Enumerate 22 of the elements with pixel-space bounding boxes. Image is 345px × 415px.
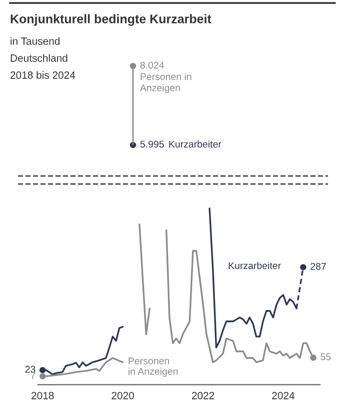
point <box>39 373 46 380</box>
data-label: 7 <box>30 372 36 379</box>
data-label: 23 <box>25 366 36 373</box>
text: Konjunkturell bedingte Kurzarbeit <box>10 14 212 26</box>
text: 2018 bis 2024 <box>10 71 76 79</box>
legend-label: Personen in Anzeigen <box>140 72 192 94</box>
data-label: 287 <box>310 262 326 270</box>
text: Deutschland <box>10 54 68 62</box>
point <box>310 354 316 361</box>
x-tick-label: 2024 <box>272 392 294 400</box>
annotation: Personen in Anzeigen <box>128 358 178 377</box>
data-label: 55 <box>320 353 331 360</box>
x-tick-label: 2022 <box>192 392 214 400</box>
annotation: Kurzarbeiter <box>228 262 281 270</box>
text: in Tausend <box>10 37 60 45</box>
x-tick-label: 2018 <box>32 392 54 400</box>
point <box>300 264 306 270</box>
point <box>39 366 46 374</box>
legend-label: Kurzarbeiter <box>169 140 222 148</box>
x-tick-label: 2020 <box>112 392 134 400</box>
data-label: 5.995 <box>140 140 164 148</box>
data-label: 8.024 <box>140 62 164 69</box>
